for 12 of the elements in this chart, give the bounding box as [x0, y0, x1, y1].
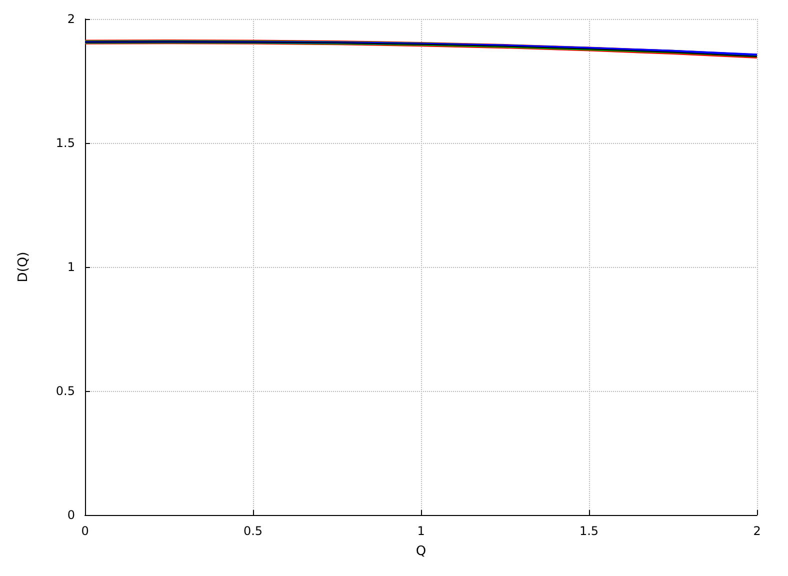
- y-axis-title: D(Q): [16, 252, 31, 282]
- x-tick-label: 2: [753, 524, 761, 538]
- y-tick-label: 0: [67, 508, 75, 522]
- x-axis-title: Q: [416, 544, 426, 559]
- y-tick-label: 2: [67, 12, 75, 26]
- y-tick-label: 1.5: [56, 136, 75, 150]
- x-tick-label: 1: [417, 524, 425, 538]
- x-tick-label: 0: [81, 524, 89, 538]
- y-tick-label: 0.5: [56, 384, 75, 398]
- y-tick-label: 1: [67, 260, 75, 274]
- x-tick-label: 0.5: [243, 524, 263, 538]
- x-tick-label: 1.5: [579, 524, 599, 538]
